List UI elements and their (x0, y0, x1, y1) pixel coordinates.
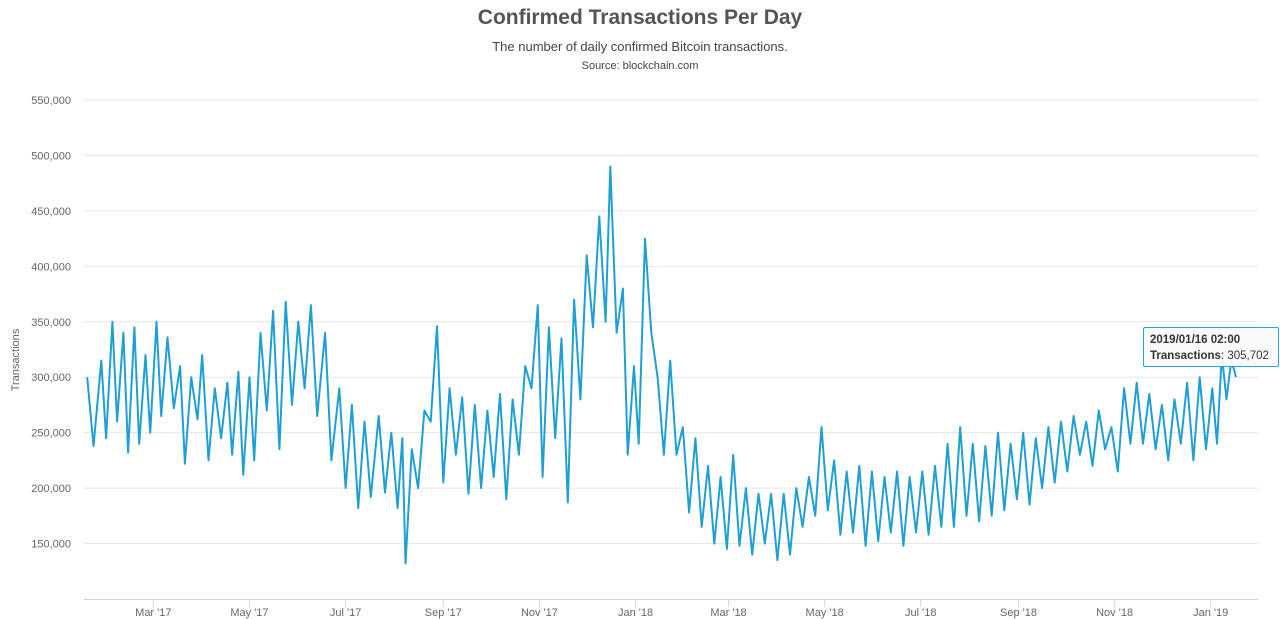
y-tick-label: 300,000 (31, 372, 71, 384)
y-tick-label: 150,000 (31, 539, 71, 551)
tooltip: 2019/01/16 02:00 Transactions: 305,702 (1143, 327, 1279, 367)
x-tick-label: Sep '18 (1000, 607, 1037, 619)
x-tick-label: May '18 (806, 607, 844, 619)
x-tick-label: Mar '18 (710, 607, 746, 619)
tooltip-row: Transactions: 305,702 (1150, 350, 1269, 362)
x-tick-label: Nov '18 (1096, 607, 1133, 619)
x-tick-label: Jan '18 (618, 607, 653, 619)
chart-subtitle: The number of daily confirmed Bitcoin tr… (492, 39, 788, 54)
gridlines (84, 99, 1258, 545)
series-line-transactions[interactable] (86, 165, 1237, 565)
y-tick-label: 200,000 (31, 483, 71, 495)
y-tick-label: 250,000 (31, 428, 71, 440)
x-tick-label: Sep '17 (425, 607, 462, 619)
x-axis-ticks: Mar '17 May '17 Jul '17 Sep '17 Nov '17 Jan '… (135, 599, 1228, 619)
y-tick-label: 550,000 (31, 95, 71, 107)
tooltip-label: Transactions (1150, 350, 1221, 362)
chart-title: Confirmed Transactions Per Day (477, 6, 803, 29)
y-tick-label: 500,000 (31, 150, 71, 162)
x-tick-label: Mar '17 (135, 607, 171, 619)
x-tick-label: Nov '17 (521, 607, 558, 619)
y-tick-label: 350,000 (31, 317, 71, 329)
tooltip-value: 305,702 (1227, 350, 1269, 362)
x-tick-label: Jul '17 (330, 607, 361, 619)
y-axis-ticks: 150,000 200,000 250,000 300,000 350,000 400,0… (31, 95, 71, 551)
x-tick-label: Jan '19 (1193, 607, 1228, 619)
y-tick-label: 400,000 (31, 261, 71, 273)
y-axis-label: Transactions (10, 328, 22, 391)
tooltip-date: 2019/01/16 02:00 (1150, 334, 1241, 346)
y-tick-label: 450,000 (31, 206, 71, 218)
x-tick-label: Jul '18 (905, 607, 936, 619)
x-tick-label: May '17 (230, 607, 268, 619)
chart-source: Source: blockchain.com (581, 60, 699, 72)
tooltip-pointer (1231, 366, 1235, 370)
